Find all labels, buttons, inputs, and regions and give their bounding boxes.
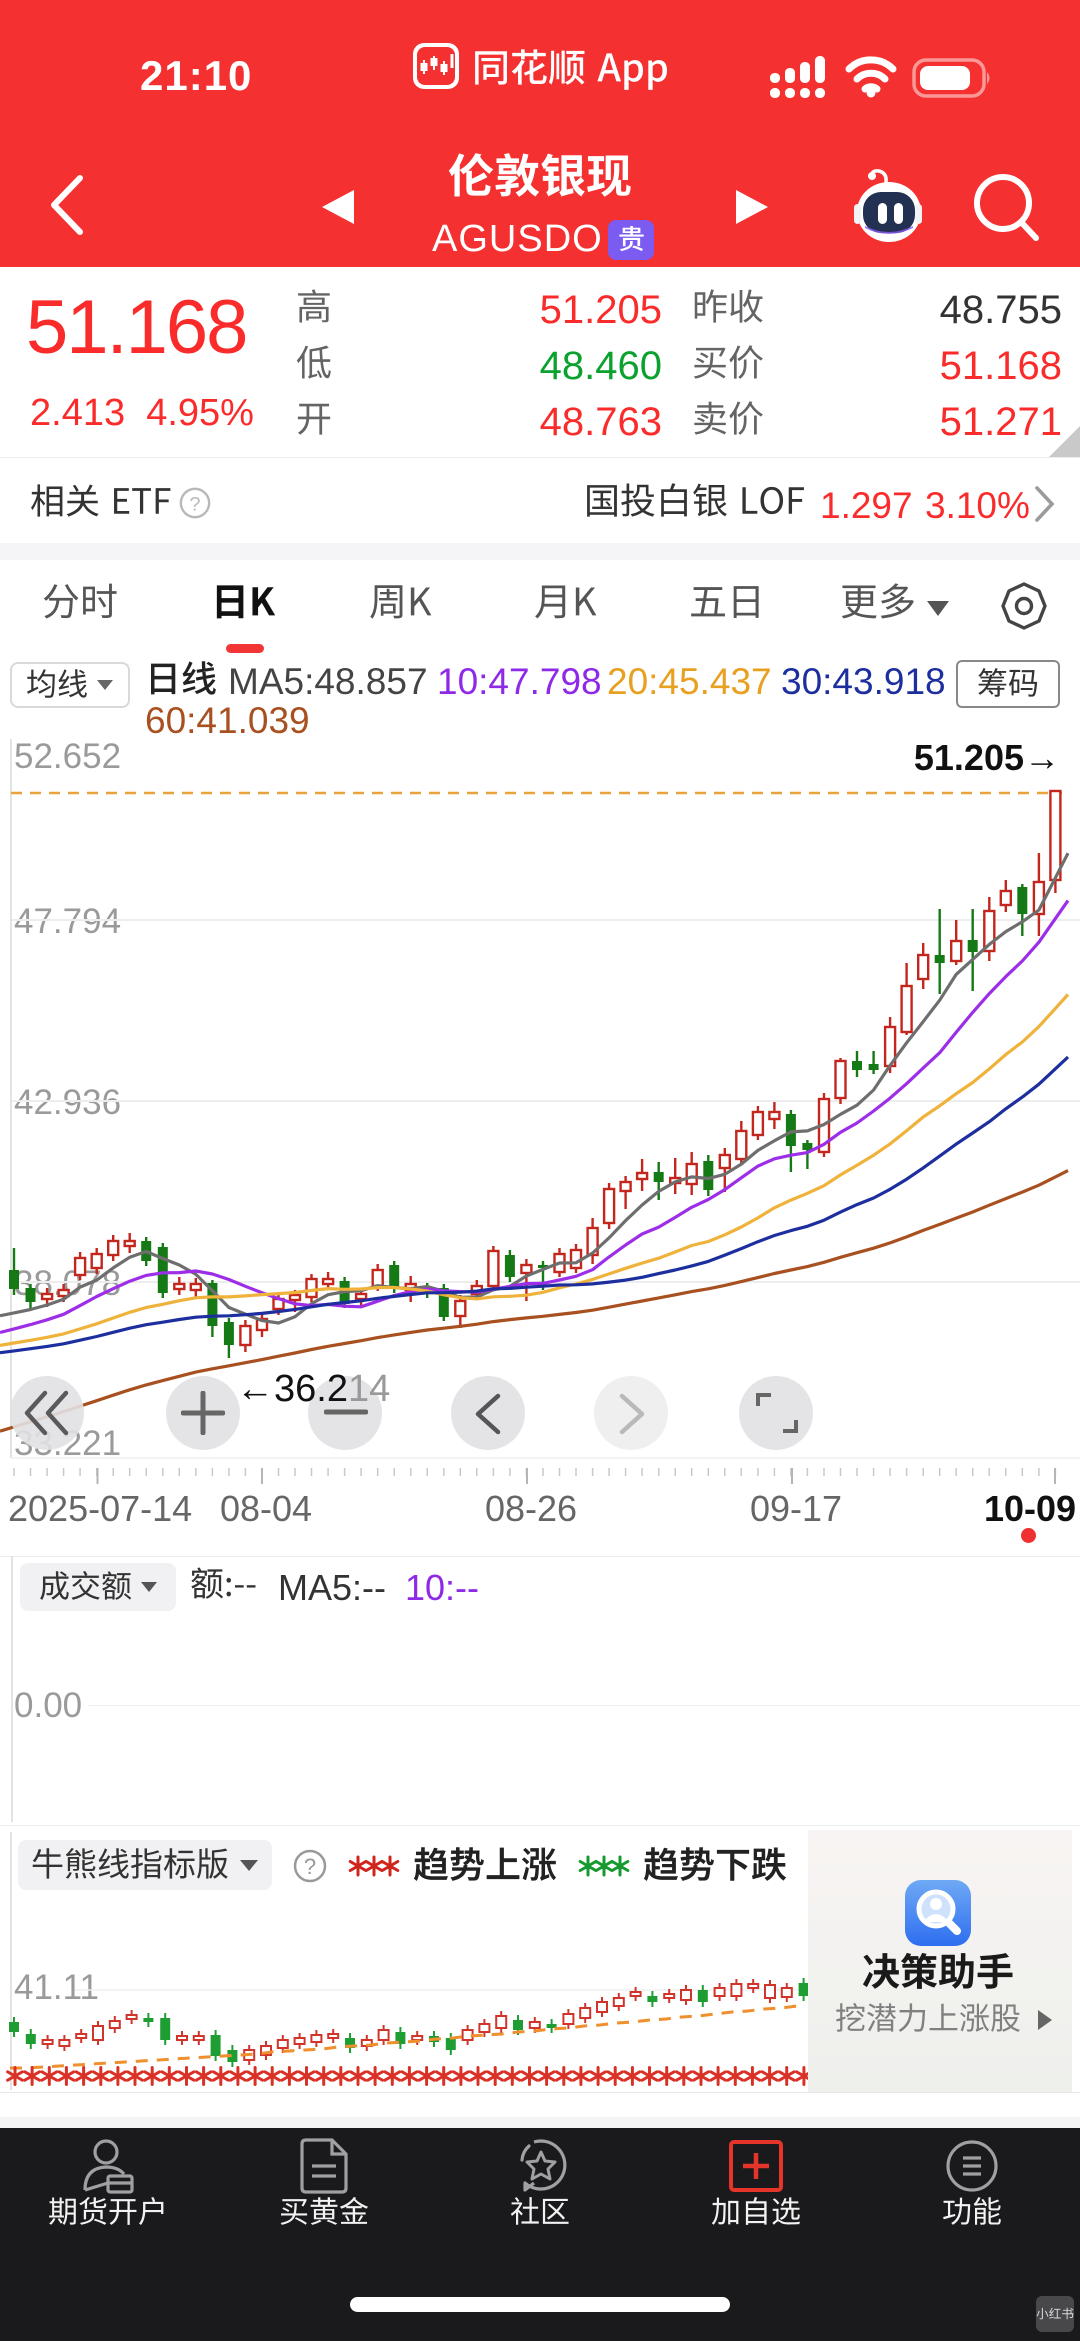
- svg-text:?: ?: [304, 1854, 316, 1879]
- svg-text:?: ?: [189, 494, 200, 516]
